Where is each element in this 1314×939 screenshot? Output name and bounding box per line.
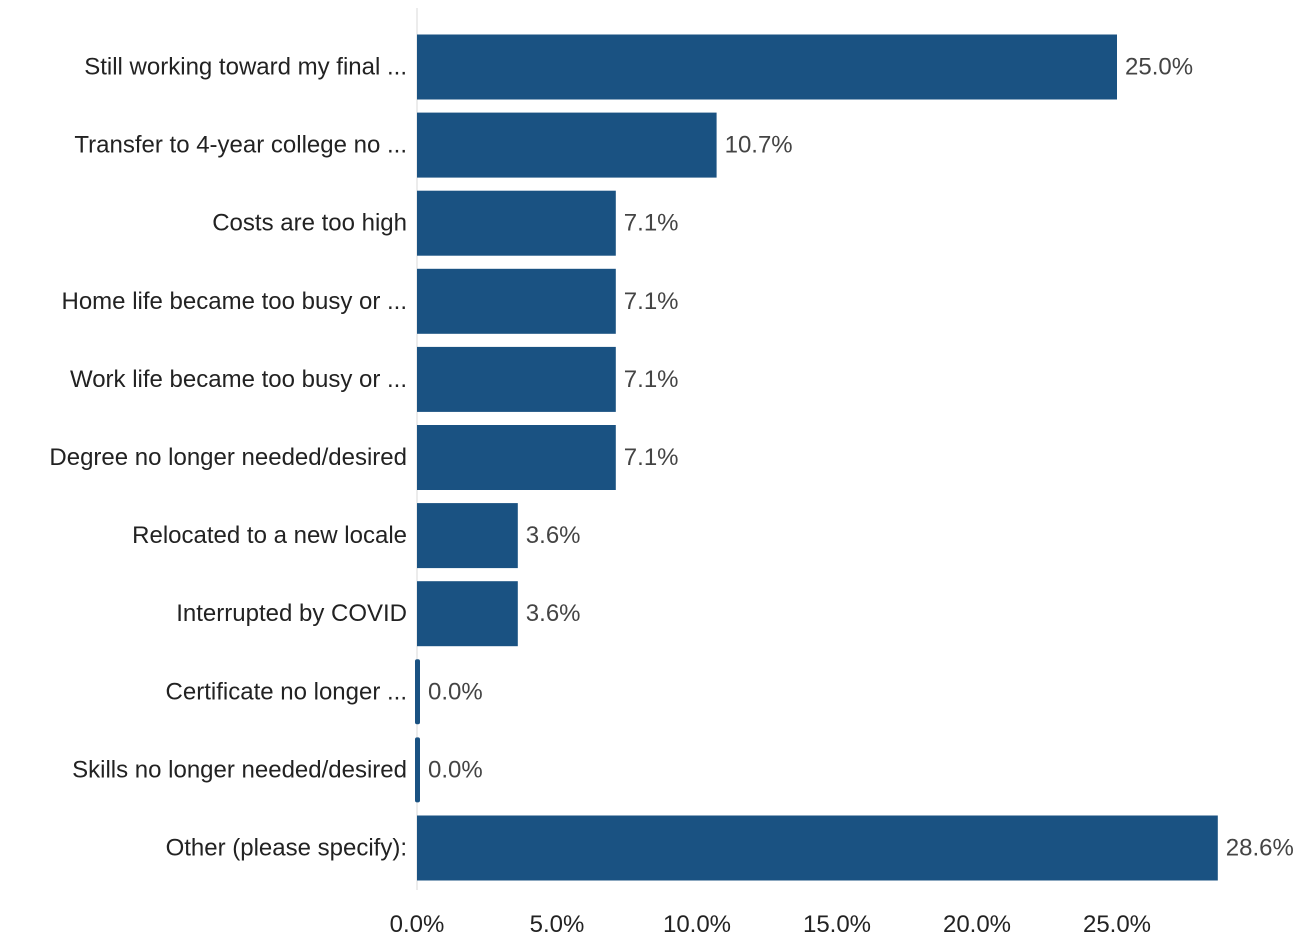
value-label: 3.6% bbox=[526, 600, 581, 627]
x-tick-label: 0.0% bbox=[390, 911, 445, 938]
category-label: Home life became too busy or ... bbox=[62, 288, 408, 315]
bar bbox=[417, 34, 1117, 100]
value-label: 7.1% bbox=[624, 210, 679, 237]
category-label: Relocated to a new locale bbox=[132, 522, 407, 549]
bar bbox=[417, 581, 518, 647]
bar bbox=[417, 503, 518, 569]
bars-group bbox=[415, 34, 1218, 881]
category-label: Interrupted by COVID bbox=[176, 600, 407, 627]
value-label: 10.7% bbox=[725, 132, 793, 159]
value-label: 7.1% bbox=[624, 288, 679, 315]
x-tick-label: 25.0% bbox=[1083, 911, 1151, 938]
bar bbox=[417, 268, 616, 334]
category-label: Costs are too high bbox=[212, 210, 407, 237]
value-label: 7.1% bbox=[624, 366, 679, 393]
value-label: 25.0% bbox=[1125, 54, 1193, 81]
bar bbox=[417, 190, 616, 256]
category-label: Still working toward my final ... bbox=[84, 54, 407, 81]
category-label: Skills no longer needed/desired bbox=[72, 756, 407, 783]
category-label: Work life became too busy or ... bbox=[70, 366, 407, 393]
x-tick-label: 20.0% bbox=[943, 911, 1011, 938]
value-labels-group: 25.0% 10.7% 7.1% 7.1% 7.1% 7.1% 3.6% 3.6% 0.0% 0.… bbox=[428, 54, 1294, 862]
category-label: Degree no longer needed/desired bbox=[49, 444, 407, 471]
bar bbox=[417, 425, 616, 490]
category-labels-group: Still working toward my final ... Transfe… bbox=[49, 54, 407, 862]
category-label: Other (please specify): bbox=[166, 835, 407, 862]
value-label: 28.6% bbox=[1226, 835, 1294, 862]
x-tick-labels-group: 0.0% 5.0% 10.0% 15.0% 20.0% 25.0% bbox=[390, 911, 1151, 938]
value-label: 0.0% bbox=[428, 756, 483, 783]
value-label: 0.0% bbox=[428, 678, 483, 705]
value-label: 7.1% bbox=[624, 444, 679, 471]
x-tick-label: 5.0% bbox=[530, 911, 585, 938]
bar bbox=[415, 737, 420, 803]
category-label: Certificate no longer ... bbox=[166, 678, 407, 705]
value-label: 3.6% bbox=[526, 522, 581, 549]
x-tick-label: 15.0% bbox=[803, 911, 871, 938]
category-label: Transfer to 4-year college no ... bbox=[74, 132, 407, 159]
x-tick-label: 10.0% bbox=[663, 911, 731, 938]
bar bbox=[417, 346, 616, 412]
bar bbox=[417, 815, 1218, 881]
bar bbox=[415, 659, 420, 725]
bar bbox=[417, 112, 717, 178]
